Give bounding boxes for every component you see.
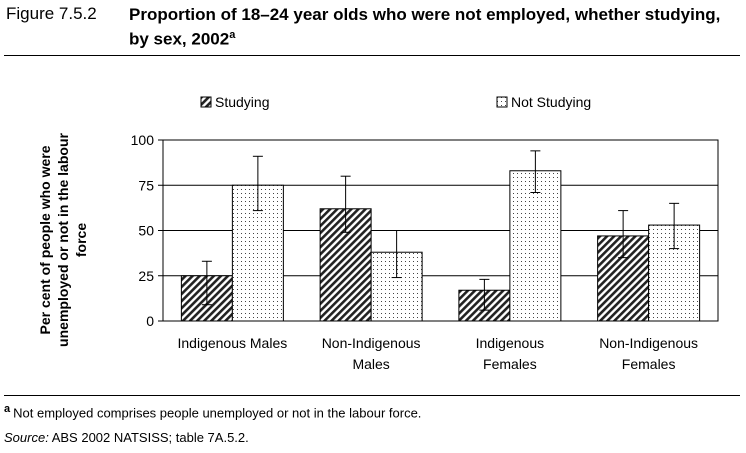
- x-tick-label: Indigenous Males: [178, 335, 288, 351]
- figure-title-superscript: a: [229, 29, 236, 41]
- bottom-divider: [4, 395, 740, 396]
- x-tick-label: Non-Indigenous Males: [322, 335, 421, 372]
- figure-title: Proportion of 18–24 year olds who were n…: [129, 4, 739, 50]
- figure-title-text: Proportion of 18–24 year olds who were n…: [129, 5, 721, 49]
- x-tick-label: Indigenous Females: [476, 335, 545, 372]
- chart-legend: Studying Not Studying: [200, 94, 591, 110]
- footnote: a Not employed comprises people unemploye…: [4, 403, 421, 420]
- figure-label: Figure 7.5.2: [6, 4, 97, 23]
- legend-label-studying: Studying: [215, 94, 269, 110]
- legend-swatch-studying: [200, 96, 212, 108]
- y-axis-label: Per cent of people who were unemployed or…: [37, 133, 89, 347]
- bar-not-studying: [509, 170, 562, 322]
- y-tick-label: 25: [138, 268, 154, 284]
- source-text: ABS 2002 NATSISS; table 7A.5.2.: [51, 430, 249, 445]
- legend-swatch-not-studying: [496, 96, 508, 108]
- x-tick-label: Non-Indigenous Females: [599, 335, 698, 372]
- y-tick-label: 75: [138, 177, 154, 193]
- y-tick-label: 100: [131, 132, 155, 148]
- y-tick-label: 0: [146, 313, 154, 329]
- footnote-text: Not employed comprises people unemployed…: [13, 405, 422, 421]
- top-divider: [4, 55, 740, 56]
- source-label: Source:: [4, 430, 49, 445]
- labels-layer: 0 25 50 75 100 Indigenous Males Non-Indigenous…: [37, 132, 698, 372]
- source-note: Source: ABS 2002 NATSISS; table 7A.5.2.: [4, 430, 249, 445]
- legend-label-not-studying: Not Studying: [511, 94, 591, 110]
- bars-layer: [180, 150, 701, 322]
- y-tick-label: 50: [138, 223, 154, 239]
- footnote-marker: a: [4, 403, 11, 415]
- axes-layer: [158, 139, 719, 322]
